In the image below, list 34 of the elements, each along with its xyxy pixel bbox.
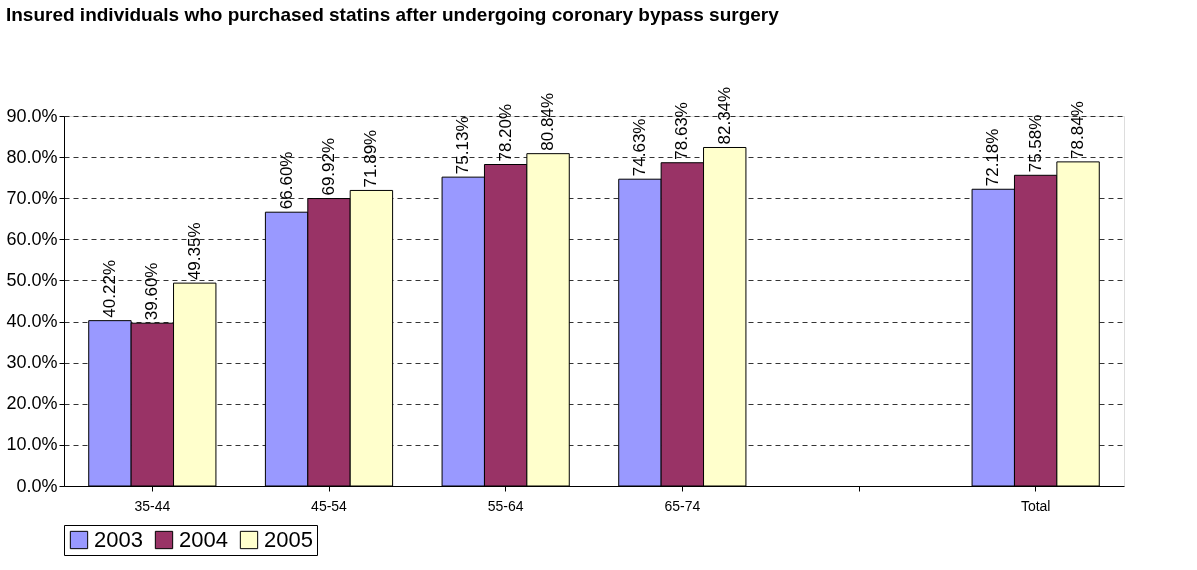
- y-tick-label: 0.0%: [16, 475, 58, 496]
- x-tick-label: 65-74: [664, 497, 701, 514]
- x-tick-label: 45-54: [311, 497, 348, 514]
- y-tick-label: 60.0%: [6, 228, 58, 249]
- y-tick-label: 30.0%: [6, 352, 58, 373]
- data-label: 78.84%: [1068, 101, 1088, 159]
- data-label: 72.18%: [983, 128, 1003, 187]
- data-label: 75.13%: [453, 116, 473, 175]
- x-tick-label: 35-44: [134, 497, 171, 514]
- x-tick-label: Total: [1020, 497, 1051, 514]
- y-tick-label: 70.0%: [6, 187, 58, 208]
- y-tick-label: 50.0%: [6, 269, 58, 290]
- legend-label: 2003: [94, 527, 143, 552]
- data-label: 78.20%: [495, 103, 515, 162]
- data-label: 66.60%: [276, 151, 296, 210]
- legend-label: 2004: [179, 527, 228, 552]
- data-label: 49.35%: [184, 222, 204, 281]
- data-label: 71.89%: [361, 129, 381, 188]
- chart-title: Insured individuals who purchased statins after undergoing coronary bypass surgery: [5, 3, 780, 25]
- y-tick-label: 20.0%: [6, 393, 58, 414]
- data-label: 82.34%: [714, 86, 734, 145]
- legend-label: 2005: [264, 527, 313, 552]
- data-label: 39.60%: [142, 262, 162, 321]
- x-tick-label: 55-64: [487, 497, 524, 514]
- data-label: 74.63%: [629, 118, 649, 177]
- y-tick-label: 90.0%: [6, 105, 58, 126]
- y-tick-label: 80.0%: [6, 146, 58, 167]
- data-label: 78.63%: [672, 102, 692, 160]
- data-label: 75.58%: [1025, 114, 1045, 173]
- y-tick-label: 10.0%: [6, 434, 58, 455]
- data-label: 40.22%: [99, 259, 119, 318]
- y-tick-label: 40.0%: [6, 311, 58, 332]
- data-label: 80.84%: [538, 92, 558, 151]
- data-label: 69.92%: [319, 137, 338, 196]
